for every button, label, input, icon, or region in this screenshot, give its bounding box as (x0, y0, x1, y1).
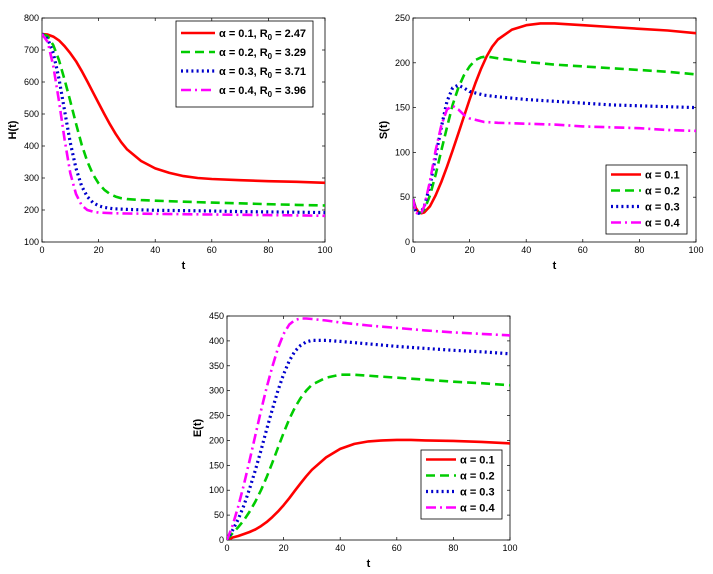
h-series-line-2 (42, 32, 325, 207)
h-y-tick-label: 800 (24, 13, 39, 23)
e-x-tick-label: 20 (279, 543, 289, 553)
e-series-line-3 (227, 338, 510, 540)
h-y-axis-label: H(t) (7, 120, 19, 139)
e-y-tick-label: 0 (219, 535, 224, 545)
s-series-line-4 (413, 104, 696, 216)
h-x-tick-label: 0 (39, 245, 44, 255)
s-y-tick-label: 0 (405, 237, 410, 247)
h-x-tick-label: 40 (150, 245, 160, 255)
h-y-tick-label: 200 (24, 205, 39, 215)
h-series-line-3 (42, 32, 325, 215)
e-legend-label-2: α = 0.2 (460, 471, 495, 483)
s-x-tick-label: 80 (634, 245, 644, 255)
e-y-tick-label: 150 (209, 460, 224, 470)
h-y-tick-label: 500 (24, 109, 39, 119)
s-series-line-2 (413, 55, 696, 214)
e-x-tick-label: 40 (335, 543, 345, 553)
h-y-tick-label: 300 (24, 173, 39, 183)
e-y-tick-label: 200 (209, 435, 224, 445)
e-legend-label-4: α = 0.4 (460, 503, 495, 515)
s-y-axis-label: S(t) (378, 121, 390, 140)
e-series-line-4 (227, 317, 510, 540)
e-x-tick-label: 0 (224, 543, 229, 553)
s-legend-label-1: α = 0.1 (645, 170, 680, 182)
e-x-tick-label: 80 (448, 543, 458, 553)
s-y-tick-label: 250 (395, 13, 410, 23)
h-legend: α = 0.1, R0 = 2.47 α = 0.2, R0 = 3.29 α = … (175, 20, 314, 108)
s-x-axis-label: t (553, 260, 557, 272)
e-y-tick-label: 250 (209, 411, 224, 421)
e-y-tick-label: 50 (214, 510, 224, 520)
s-x-tick-label: 0 (410, 245, 415, 255)
h-legend-label-4: α = 0.4, R0 = 3.96 (219, 85, 306, 99)
h-legend-box (175, 20, 314, 108)
s-legend-label-4: α = 0.4 (645, 218, 680, 230)
h-series-line-1 (42, 32, 325, 185)
e-x-axis-label: t (367, 558, 371, 570)
s-x-tick-label: 20 (465, 245, 475, 255)
e-panel: 0 20 40 60 80 100 0 50 100 150 200 250 300 350 400 450 t… (192, 311, 518, 570)
e-legend: α = 0.1 α = 0.2 α = 0.3 α = 0.4 (420, 449, 503, 520)
e-y-tick-label: 300 (209, 386, 224, 396)
s-legend-label-3: α = 0.3 (645, 202, 680, 214)
e-legend-label-1: α = 0.1 (460, 455, 495, 467)
s-y-tick-label: 150 (395, 103, 410, 113)
h-legend-label-1: α = 0.1, R0 = 2.47 (219, 28, 306, 42)
s-x-tick-label: 40 (521, 245, 531, 255)
s-y-tick-label: 200 (395, 58, 410, 68)
h-x-axis-label: t (182, 260, 186, 272)
s-series-line-1 (413, 22, 696, 215)
e-x-tick-label: 100 (502, 543, 517, 553)
s-x-tick-label: 60 (578, 245, 588, 255)
h-legend-label-3: α = 0.3, R0 = 3.71 (219, 66, 306, 80)
s-y-tick-label: 100 (395, 147, 410, 157)
h-y-tick-label: 400 (24, 141, 39, 151)
s-y-tick-label: 50 (400, 192, 410, 202)
h-x-tick-label: 100 (317, 245, 332, 255)
e-legend-label-3: α = 0.3 (460, 487, 495, 499)
e-y-tick-label: 350 (209, 361, 224, 371)
h-y-tick-label: 100 (24, 237, 39, 247)
h-x-tick-label: 60 (207, 245, 217, 255)
e-series-line-1 (227, 438, 510, 540)
h-panel: 0 20 40 60 80 100 100 200 300 400 500 600 700 800 t H(t… (7, 13, 333, 272)
e-y-tick-label: 100 (209, 485, 224, 495)
e-series-line-2 (227, 373, 510, 540)
s-x-tick-label: 100 (688, 245, 703, 255)
s-legend-label-2: α = 0.2 (645, 186, 680, 198)
e-y-tick-label: 400 (209, 336, 224, 346)
h-legend-label-2: α = 0.2, R0 = 3.29 (219, 47, 306, 61)
h-y-tick-label: 700 (24, 45, 39, 55)
e-y-tick-label: 450 (209, 311, 224, 321)
e-y-axis-label: E(t) (192, 419, 204, 438)
h-y-tick-label: 600 (24, 77, 39, 87)
h-x-tick-label: 20 (94, 245, 104, 255)
e-x-tick-label: 60 (392, 543, 402, 553)
h-x-tick-label: 80 (263, 245, 273, 255)
s-legend: α = 0.1 α = 0.2 α = 0.3 α = 0.4 (605, 164, 688, 235)
